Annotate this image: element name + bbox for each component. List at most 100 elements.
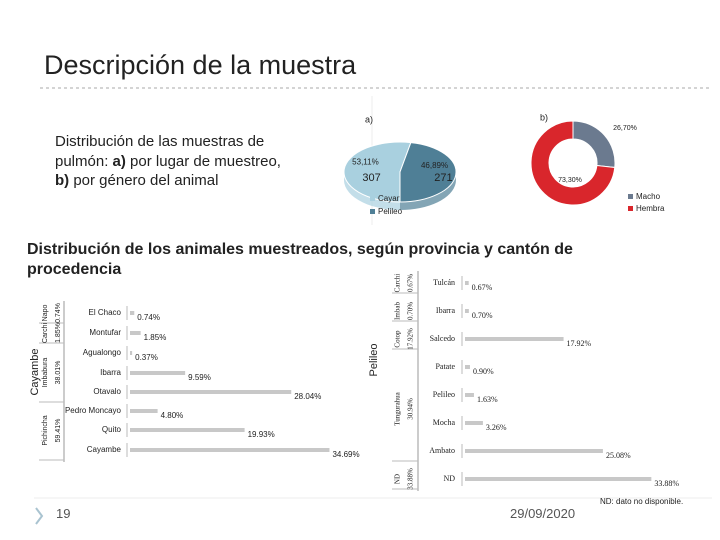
legend-label: Cayambe — [378, 194, 413, 203]
category-label: Ambato — [429, 446, 455, 455]
category-label: ND — [443, 474, 455, 483]
count-label: 307 — [362, 172, 380, 184]
group-name: Carchi — [394, 274, 402, 293]
category-label: Mocha — [433, 418, 456, 427]
group-name: Imbab — [394, 302, 402, 320]
legend-swatch — [370, 209, 375, 214]
value-label: 53,11% — [352, 157, 379, 166]
bar — [130, 428, 245, 432]
text: por género del animal — [69, 172, 219, 189]
bar — [130, 331, 141, 335]
value-label: 33.88% — [654, 479, 679, 488]
count-label: 271 — [434, 172, 452, 184]
text: Distribución de las muestras de pulmón: — [55, 133, 265, 170]
value-label: 26,70% — [613, 125, 637, 132]
group-value: 38.01% — [55, 361, 62, 385]
group-name: Carchi — [42, 322, 49, 343]
value-label: 4.80% — [161, 411, 184, 420]
bar — [465, 477, 652, 481]
category-label: Quito — [102, 425, 122, 434]
category-label: Ibarra — [436, 306, 456, 315]
value-label: 73,30% — [558, 177, 582, 184]
bar — [130, 311, 135, 315]
bar — [130, 351, 133, 355]
value-label: 0.70% — [472, 311, 493, 320]
value-label: 19.93% — [248, 430, 275, 439]
chart-label: a) — [365, 114, 373, 124]
group-value: 17.92% — [407, 328, 415, 350]
bar — [130, 390, 292, 394]
value-label: 0.74% — [137, 313, 160, 322]
category-label: Ibarra — [100, 368, 121, 377]
category-label: Cayambe — [87, 445, 122, 454]
group-value: 1.85% — [55, 323, 62, 343]
bar — [130, 448, 330, 452]
value-label: 28.04% — [294, 392, 321, 401]
value-label: 1.85% — [144, 333, 167, 342]
footer-arrow — [35, 507, 44, 525]
value-label: 17.92% — [567, 339, 592, 348]
chart-label: b) — [540, 112, 548, 122]
bar — [465, 281, 469, 285]
group-value: 0.74% — [55, 303, 62, 323]
category-label: Salcedo — [430, 334, 455, 343]
category-label: Agualongo — [83, 348, 122, 357]
group-value: 0.70% — [407, 302, 415, 320]
description: Distribución de las muestras de pulmón: … — [55, 132, 295, 191]
value-label: 25.08% — [606, 451, 631, 460]
group-name: Pichincha — [42, 415, 49, 445]
value-label: 0.90% — [473, 367, 494, 376]
group-name: Napo — [42, 305, 49, 322]
group-value: 33.88% — [407, 468, 415, 490]
legend-swatch — [628, 194, 633, 199]
category-label: Patate — [435, 362, 455, 371]
text: b) — [55, 172, 70, 189]
pie-slice — [399, 142, 457, 203]
bar — [465, 309, 469, 313]
category-label: Montufar — [89, 328, 121, 337]
pie-slice — [343, 141, 412, 203]
bar — [465, 337, 564, 341]
group-name: Cotop — [394, 330, 402, 348]
category-label: Pelileo — [433, 390, 455, 399]
value-label: 1.63% — [477, 395, 498, 404]
chart-title: Cayambe — [29, 348, 41, 395]
legend-label: Pelileo — [378, 207, 403, 216]
group-name: Tungurahua — [394, 391, 402, 425]
bar — [465, 421, 483, 425]
donut-slice — [530, 120, 616, 206]
group-name: Imbabura — [42, 358, 49, 388]
legend-label: Hembra — [636, 204, 665, 213]
legend-swatch — [628, 206, 633, 211]
legend-label: Macho — [636, 192, 661, 201]
donut-slice — [572, 120, 616, 169]
bar — [465, 365, 470, 369]
group-value: 0.67% — [407, 274, 415, 292]
text: a) — [112, 152, 126, 170]
legend-swatch — [370, 196, 375, 201]
value-label: 0.37% — [135, 353, 158, 362]
category-label: Pedro Moncayo — [65, 406, 122, 415]
value-label: 34.69% — [332, 450, 359, 459]
slide-title: Descripción de la muestra — [44, 50, 357, 80]
category-label: El Chaco — [89, 308, 122, 317]
group-value: 59.41% — [55, 419, 62, 443]
note: ND: dato no disponible. — [600, 497, 684, 506]
value-label: 3.26% — [486, 423, 507, 432]
bar — [130, 409, 158, 413]
date: 29/09/2020 — [510, 506, 576, 521]
value-label: 9.59% — [188, 373, 211, 382]
group-value: 30.94% — [407, 398, 415, 420]
group-name: ND — [394, 474, 402, 484]
page-number: 19 — [56, 506, 71, 521]
bar — [465, 393, 474, 397]
chart-title: Pelileo — [368, 343, 380, 376]
category-label: Tulcán — [433, 278, 455, 287]
value-label: 46,89% — [421, 161, 448, 170]
bar — [130, 371, 186, 375]
text: por lugar de muestreo, — [125, 152, 281, 170]
category-label: Otavalo — [93, 387, 121, 396]
subtitle: Distribución de los animales muestreados… — [27, 241, 573, 278]
bar — [465, 449, 603, 453]
